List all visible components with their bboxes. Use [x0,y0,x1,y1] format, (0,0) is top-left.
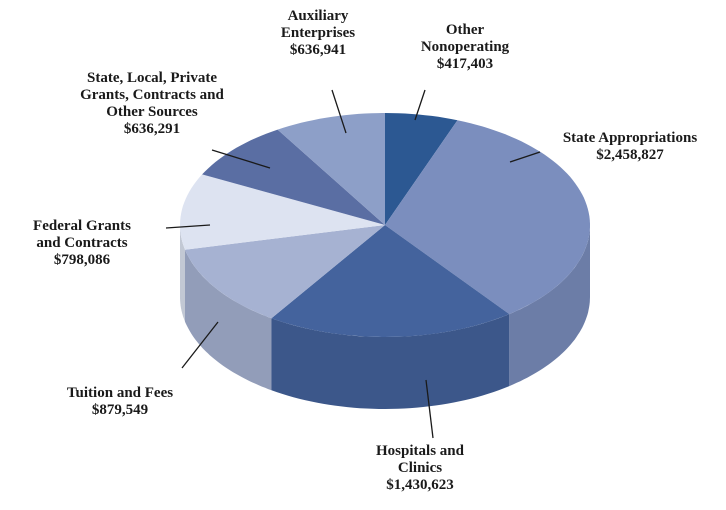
leader-line [165,224,211,229]
slice-side [185,249,272,391]
value-label: $798,086 [53,252,111,268]
value-label: $417,403 [436,56,494,72]
slice-label: Auxiliary Enterprises $636,941 [268,8,368,59]
leader-line [211,149,271,169]
slice-label: Federal Grants and Contracts $798,086 [20,218,145,269]
value-label: $636,291 [123,121,181,137]
category-name: Other Nonoperating [420,22,510,55]
leader-line [414,89,426,121]
slice [185,225,385,319]
leader-line [331,89,347,134]
category-name: State, Local, Private Grants, Contracts … [80,70,224,120]
slice-side [271,314,510,409]
value-label: $1,430,623 [386,477,454,493]
slice [271,225,510,337]
category-name: Hospitals and Clinics [376,443,464,476]
value-label: $636,941 [289,42,347,58]
slice [202,129,385,225]
slice-label: Hospitals and Clinics $1,430,623 [373,443,468,494]
leader-line [425,379,434,439]
slice [277,113,385,225]
leader-line [509,151,541,163]
slice [385,113,458,225]
slice-label: Tuition and Fees $879,549 [25,385,215,419]
slice-label: State Appropriations $2,458,827 [530,130,726,164]
slice-label: State, Local, Private Grants, Contracts … [67,70,237,138]
value-label: $879,549 [91,402,149,418]
slice-label: Other Nonoperating $417,403 [410,22,520,73]
slice [180,174,385,250]
value-label: $2,458,827 [596,147,664,163]
slice-side [509,225,590,387]
category-name: Auxiliary Enterprises [280,8,356,41]
slice-side [180,225,185,322]
category-name: Tuition and Fees [66,385,174,401]
leader-line [181,321,219,369]
category-name: Federal Grants and Contracts [33,218,131,251]
slice [385,120,590,315]
category-name: State Appropriations [562,130,698,146]
